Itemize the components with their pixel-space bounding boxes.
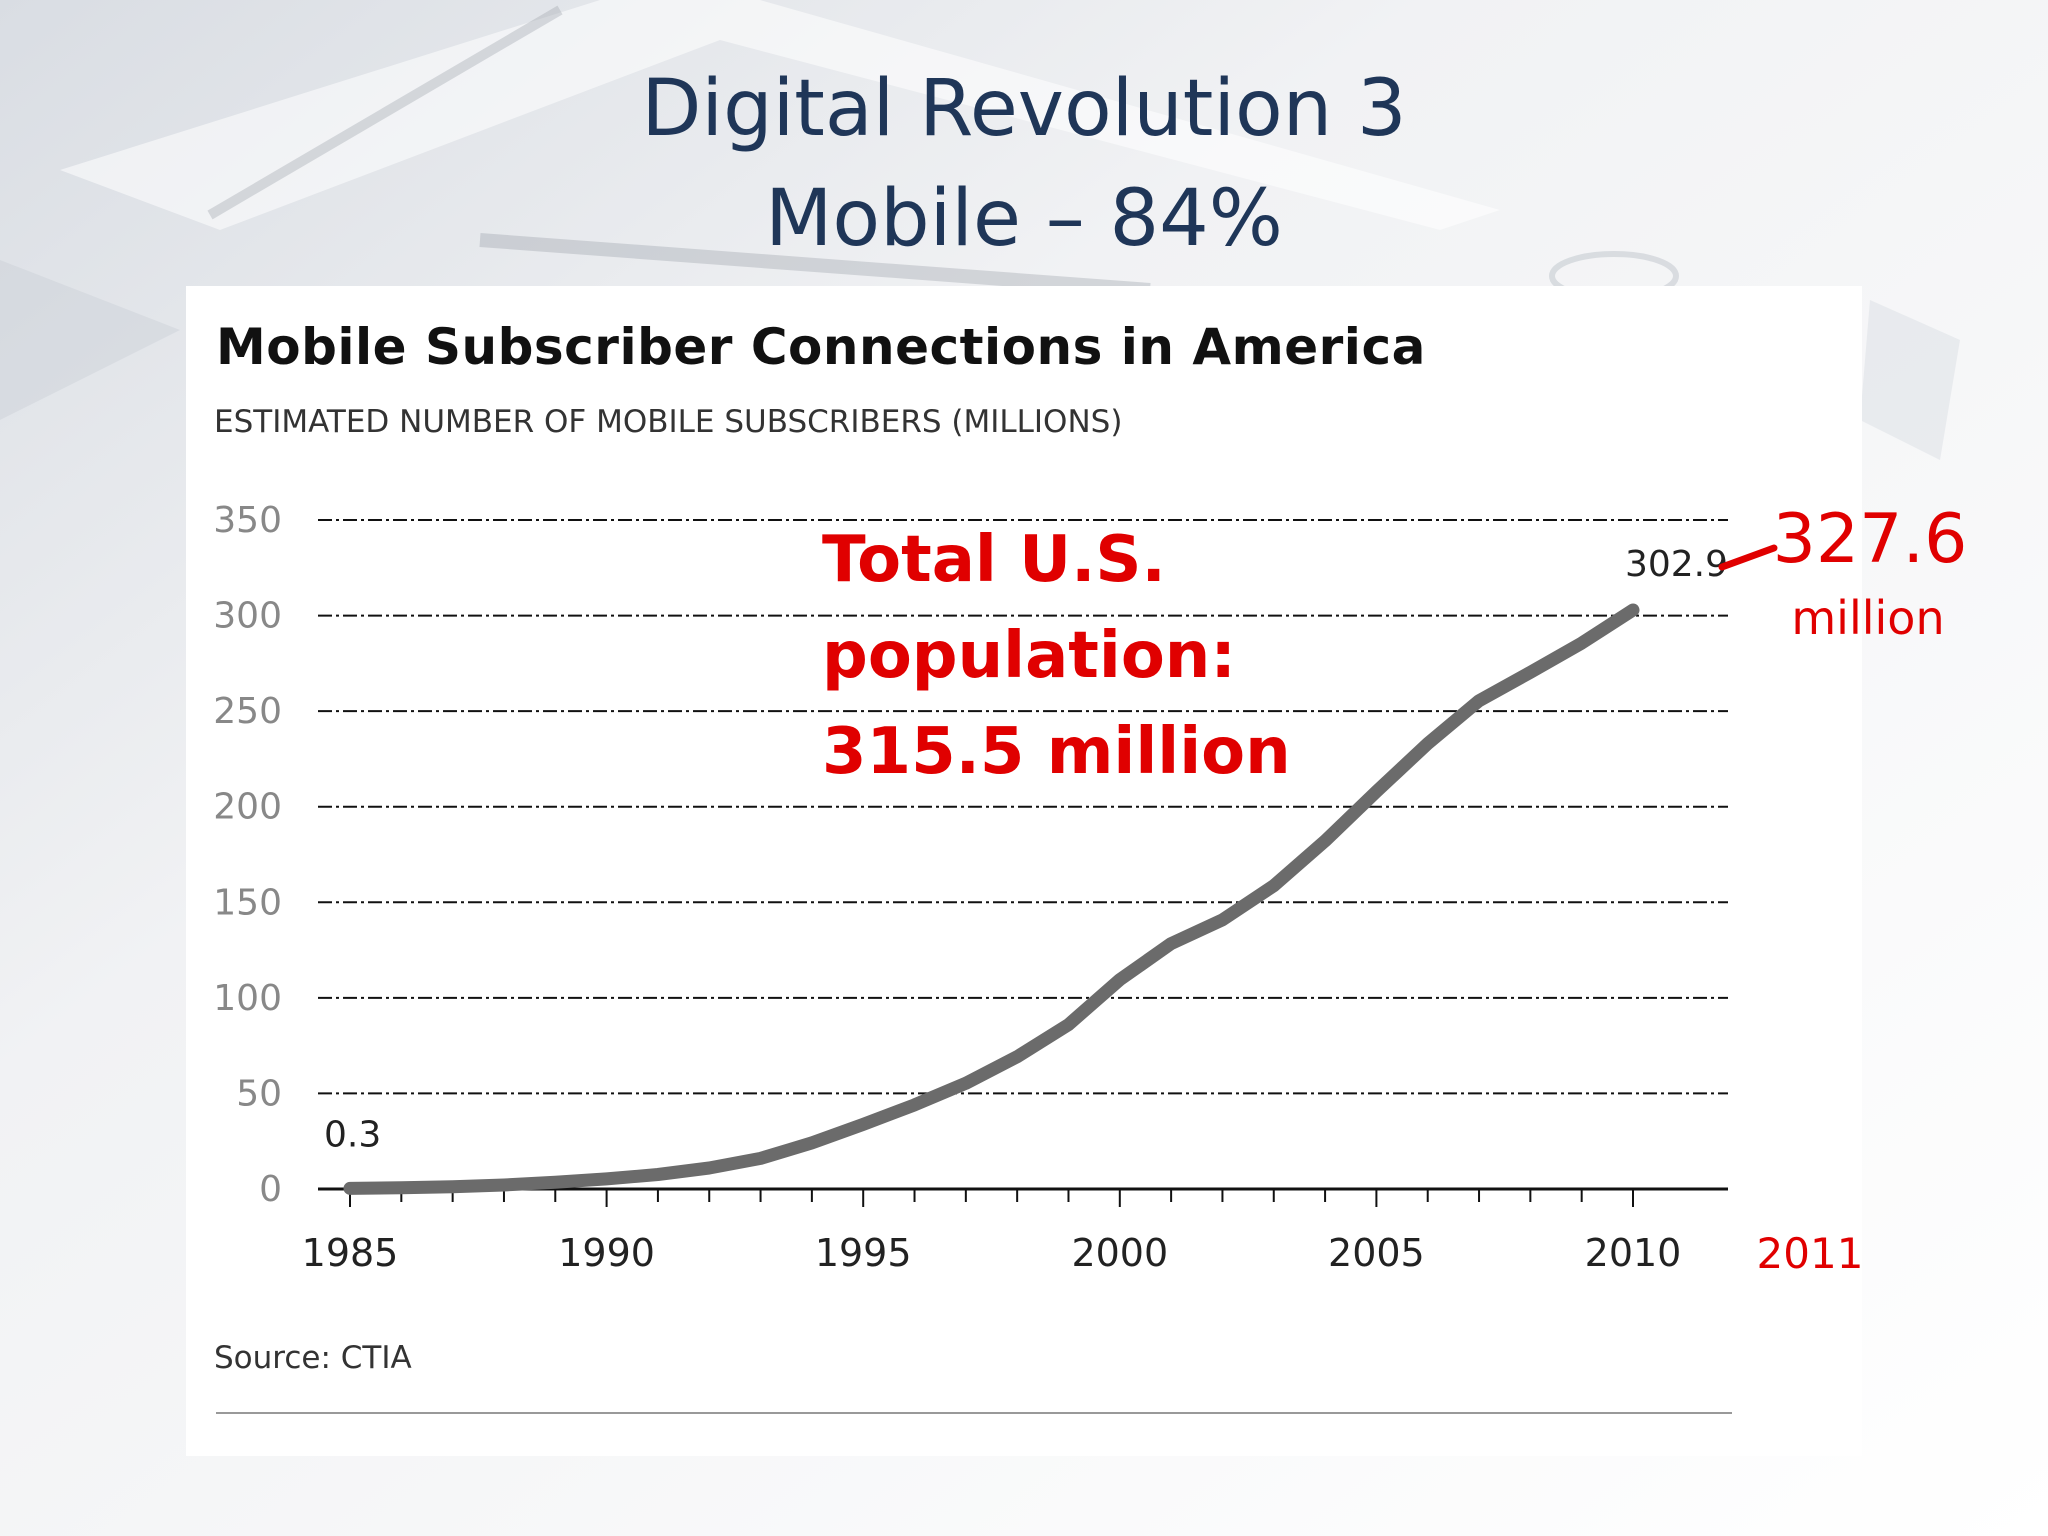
x-tick-label-2000: 2000 <box>1071 1231 1168 1275</box>
x-tick-label-1985: 1985 <box>302 1231 399 1275</box>
annotation-value-2011: 327.6 <box>1773 500 1968 579</box>
x-tick-label-1995: 1995 <box>815 1231 912 1275</box>
annotation-unit-2011: million <box>1791 591 1944 645</box>
data-label-2010: 302.9 <box>1625 544 1728 585</box>
y-tick-label-150: 150 <box>213 882 282 923</box>
data-label-1985: 0.3 <box>324 1114 381 1155</box>
y-tick-label-250: 250 <box>213 691 282 732</box>
x-tick-label-1990: 1990 <box>558 1231 655 1275</box>
slide-title-line-1: Digital Revolution 3 <box>641 64 1407 154</box>
y-tick-label-200: 200 <box>213 787 282 828</box>
y-tick-label-300: 300 <box>213 596 282 637</box>
x-tick-label-2005: 2005 <box>1328 1231 1425 1275</box>
chart-panel <box>186 286 1862 1456</box>
y-tick-label-350: 350 <box>213 500 282 541</box>
y-tick-label-50: 50 <box>236 1073 282 1114</box>
annotation-pointer <box>1718 544 1778 571</box>
y-tick-label-0: 0 <box>259 1169 282 1210</box>
source-note: Source: CTIA <box>214 1340 412 1376</box>
chart-title: Mobile Subscriber Connections in America <box>216 318 1426 376</box>
population-callout: Total U.S. population: 315.5 million <box>822 523 1291 789</box>
y-tick-label-100: 100 <box>213 978 282 1019</box>
series-line-0 <box>343 603 1640 1195</box>
x-tick-label-2010: 2010 <box>1585 1231 1682 1275</box>
chart-subtitle: ESTIMATED NUMBER OF MOBILE SUBSCRIBERS (… <box>214 404 1123 440</box>
slide-title-line-2: Mobile – 84% <box>765 174 1283 264</box>
bottom-rule <box>216 1412 1732 1414</box>
annotation-year-2011: 2011 <box>1757 1229 1864 1278</box>
